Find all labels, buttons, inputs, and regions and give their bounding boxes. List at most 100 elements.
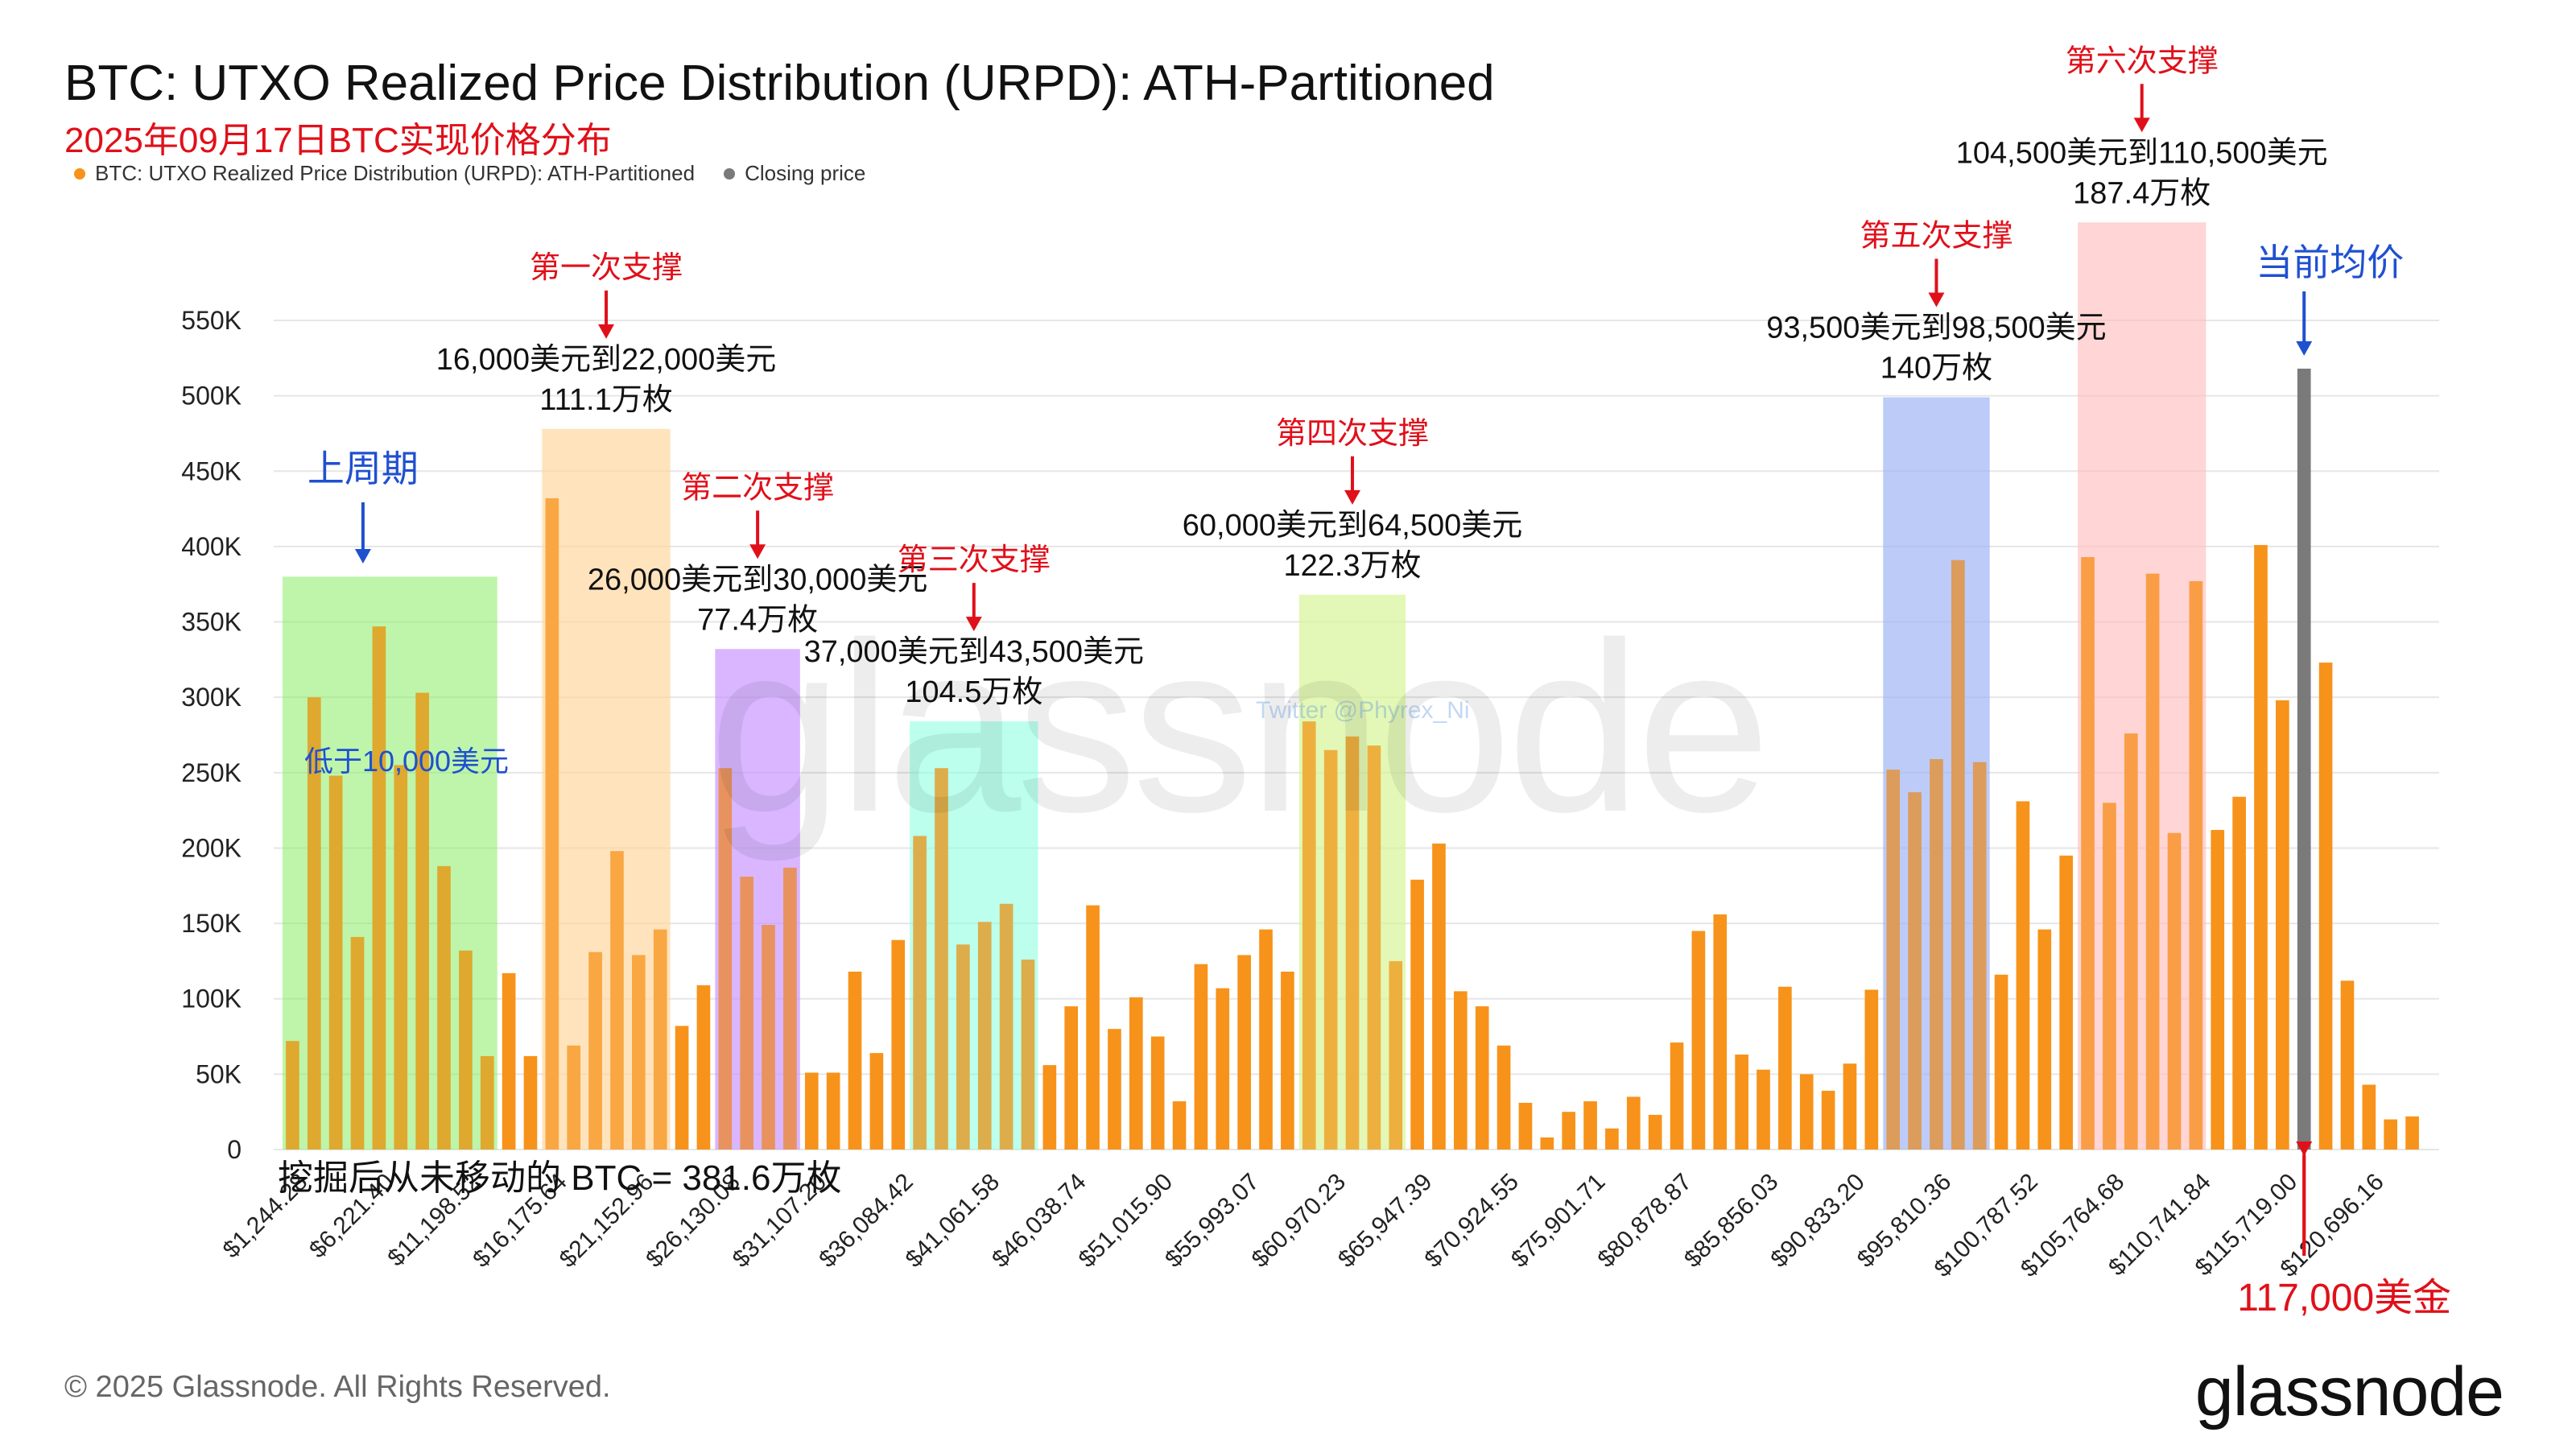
zone-label: 187.4万枚 — [2073, 176, 2211, 210]
support-zone-overlay — [2078, 222, 2207, 1150]
legend-item-urpd[interactable]: BTC: UTXO Realized Price Distribution (U… — [74, 161, 695, 186]
zone-header: 第六次支撑 — [2066, 44, 2219, 78]
bar — [1172, 1101, 1187, 1150]
bottom-note: 挖掘后从未移动的 BTC = 381.6万枚 — [278, 1158, 841, 1198]
bar — [1259, 929, 1273, 1150]
bar — [1908, 792, 1922, 1150]
bar — [2340, 980, 2355, 1150]
bar — [2145, 573, 2160, 1150]
bar — [913, 836, 927, 1150]
y-tick-label: 500K — [181, 382, 242, 411]
support-zone-overlay — [542, 428, 671, 1150]
bar — [2211, 829, 2225, 1150]
zone-label: 37,000美元到43,500美元 — [804, 635, 1144, 669]
closing-price-bar — [2297, 368, 2311, 1150]
bar — [1064, 1006, 1079, 1150]
copyright: © 2025 Glassnode. All Rights Reserved. — [64, 1370, 611, 1404]
bar — [1972, 762, 1987, 1150]
bar — [1021, 960, 1035, 1150]
bar — [1150, 1036, 1165, 1150]
zone-header: 第四次支撑 — [1276, 417, 1429, 451]
bar — [2254, 545, 2268, 1150]
legend-item-closing-price[interactable]: Closing price — [724, 161, 865, 186]
twitter-watermark: Twitter @Phyrex_Ni — [1256, 697, 1470, 724]
bar — [1129, 997, 1143, 1150]
bar — [1799, 1074, 1814, 1150]
zone-label: 低于10,000美元 — [304, 745, 509, 778]
bar — [372, 626, 386, 1150]
legend-label-closing-price: Closing price — [745, 161, 866, 185]
y-tick-label: 250K — [181, 758, 242, 787]
zone-arrow-head — [965, 617, 982, 632]
support-zone-overlay — [910, 721, 1038, 1150]
bar — [307, 697, 321, 1150]
zone-label: 16,000美元到22,000美元 — [436, 343, 776, 377]
bar — [2124, 733, 2138, 1150]
bar — [1583, 1101, 1597, 1150]
bar — [826, 1072, 840, 1150]
chart-title: BTC: UTXO Realized Price Distribution (U… — [64, 56, 1495, 111]
bar — [1302, 721, 1316, 1150]
zone-label: 111.1万枚 — [539, 383, 672, 417]
bar — [2405, 1116, 2419, 1150]
y-tick-label: 100K — [181, 985, 242, 1013]
bar — [675, 1026, 689, 1150]
bar — [1042, 1065, 1057, 1150]
legend-dot-urpd — [74, 167, 85, 180]
bar — [2232, 796, 2246, 1150]
bar — [1518, 1102, 1533, 1150]
legend: BTC: UTXO Realized Price Distribution (U… — [74, 161, 865, 186]
support-zone — [542, 428, 671, 1150]
zone-header: 第二次支撑 — [681, 471, 834, 505]
bar — [2362, 1084, 2376, 1150]
y-tick-label: 350K — [181, 608, 242, 637]
bar — [891, 939, 906, 1150]
closing-price-label: 117,000美金 — [2237, 1277, 2451, 1319]
closing-price-arrow-head — [2296, 1141, 2313, 1156]
bar — [956, 944, 970, 1150]
bar — [2016, 801, 2030, 1150]
bar — [394, 765, 408, 1150]
y-tick-label: 400K — [181, 532, 242, 561]
zone-label: 77.4万枚 — [697, 603, 818, 637]
watermark: glassnode — [708, 592, 1771, 862]
zone-arrow-head — [598, 324, 615, 339]
bar — [1194, 964, 1208, 1150]
support-zone-overlay — [715, 649, 800, 1150]
support-zone — [2078, 222, 2207, 1150]
bar — [1540, 1137, 1554, 1150]
bar — [545, 497, 559, 1150]
bar — [1886, 770, 1901, 1150]
y-tick-label: 550K — [181, 306, 242, 335]
support-zone-overlay — [1298, 594, 1406, 1150]
bar — [869, 1053, 884, 1150]
bar — [415, 692, 429, 1150]
bar — [1930, 758, 1943, 1150]
y-tick-label: 150K — [181, 909, 242, 938]
bar — [2318, 663, 2333, 1150]
zone-label: 122.3万枚 — [1283, 549, 1421, 583]
bar — [1670, 1042, 1684, 1150]
zone-label: 26,000美元到30,000美元 — [588, 563, 927, 597]
bar — [718, 768, 733, 1150]
zone-arrow-head — [2133, 118, 2150, 133]
bar — [653, 929, 667, 1150]
bar — [1496, 1045, 1511, 1150]
bar — [2167, 832, 2182, 1150]
bar — [1410, 879, 1424, 1150]
bar — [935, 768, 948, 1150]
bar — [783, 867, 797, 1150]
bar — [1108, 1029, 1121, 1150]
bar — [1864, 989, 1879, 1150]
bar — [1605, 1128, 1619, 1150]
support-zone — [910, 721, 1038, 1150]
bar — [762, 924, 775, 1150]
bar — [1562, 1112, 1576, 1150]
zone-header: 第一次支撑 — [530, 251, 683, 285]
y-tick-label: 300K — [181, 683, 242, 712]
bar — [1778, 986, 1792, 1150]
zone-arrow-head — [1344, 489, 1360, 505]
bar — [1389, 960, 1403, 1150]
bar — [1475, 1006, 1489, 1150]
